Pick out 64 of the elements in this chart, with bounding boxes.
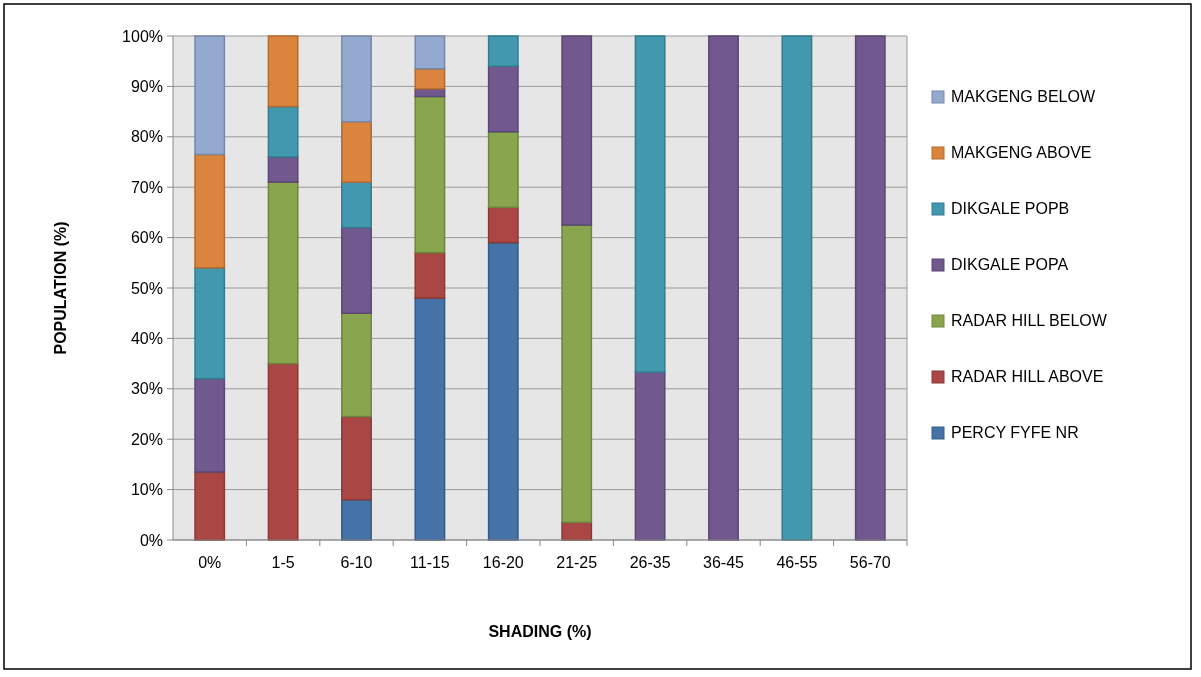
x-tick-label: 36-45	[703, 554, 745, 571]
bar	[634, 35, 666, 373]
x-axis-title: SHADING (%)	[488, 623, 592, 640]
bar	[487, 131, 519, 209]
y-tick-label: 20%	[130, 430, 163, 448]
y-tick-label: 100%	[122, 27, 163, 45]
bar	[487, 206, 519, 244]
x-tick-label: 1-5	[271, 554, 295, 571]
legend-label: MAKGENG ABOVE	[951, 144, 1092, 161]
x-tick-label: 56-70	[849, 554, 891, 571]
bar	[634, 371, 666, 541]
bar	[781, 35, 813, 541]
bar	[414, 251, 446, 299]
x-tick-label: 11-15	[410, 554, 450, 571]
bar	[487, 65, 519, 133]
bar	[341, 415, 372, 501]
bar	[194, 35, 226, 156]
x-tick-label: 6-10	[340, 554, 373, 571]
bar	[414, 95, 446, 254]
bar	[341, 120, 372, 183]
bar	[414, 68, 446, 90]
bar	[561, 224, 593, 524]
y-tick-label: 30%	[130, 380, 163, 398]
bar	[341, 498, 372, 541]
bar	[194, 153, 226, 269]
x-tick-label: 0%	[198, 554, 222, 571]
bar	[854, 35, 886, 541]
y-tick-label: 0%	[139, 531, 163, 549]
legend-label: MAKGENG BELOW	[951, 88, 1096, 105]
y-axis-title: POPULATION (%)	[52, 221, 69, 355]
y-tick-label: 40%	[130, 330, 163, 347]
bar	[194, 267, 226, 380]
bar	[194, 377, 226, 473]
legend-label: RADAR HILL ABOVE	[951, 368, 1104, 385]
bar	[708, 35, 739, 541]
y-tick-label: 60%	[130, 229, 163, 247]
y-tick-label: 70%	[130, 178, 163, 196]
bar	[267, 105, 299, 158]
y-tick-label: 80%	[130, 128, 163, 146]
bar	[341, 312, 372, 418]
legend-label: DIKGALE POPA	[951, 256, 1069, 273]
legend-label: RADAR HILL BELOW	[951, 312, 1108, 329]
bar	[267, 156, 299, 183]
bar	[414, 297, 446, 541]
bar	[341, 35, 372, 123]
bar	[561, 35, 593, 226]
legend-label: DIKGALE POPB	[951, 200, 1070, 217]
bar	[341, 226, 372, 314]
bar	[341, 181, 372, 229]
bar	[487, 241, 519, 541]
bar	[267, 181, 299, 365]
x-tick-label: 21-25	[556, 554, 598, 571]
bar	[414, 35, 446, 70]
x-tick-label: 16-20	[482, 554, 524, 571]
bar	[194, 471, 226, 541]
bar	[267, 362, 299, 541]
y-tick-label: 50%	[130, 279, 163, 297]
bar	[487, 35, 519, 67]
bar	[267, 35, 299, 108]
y-tick-label: 90%	[130, 78, 163, 95]
y-tick-label: 10%	[130, 481, 163, 499]
x-tick-label: 26-35	[629, 554, 671, 571]
x-tick-label: 46-55	[776, 554, 818, 571]
legend-label: PERCY FYFE NR	[951, 424, 1079, 441]
